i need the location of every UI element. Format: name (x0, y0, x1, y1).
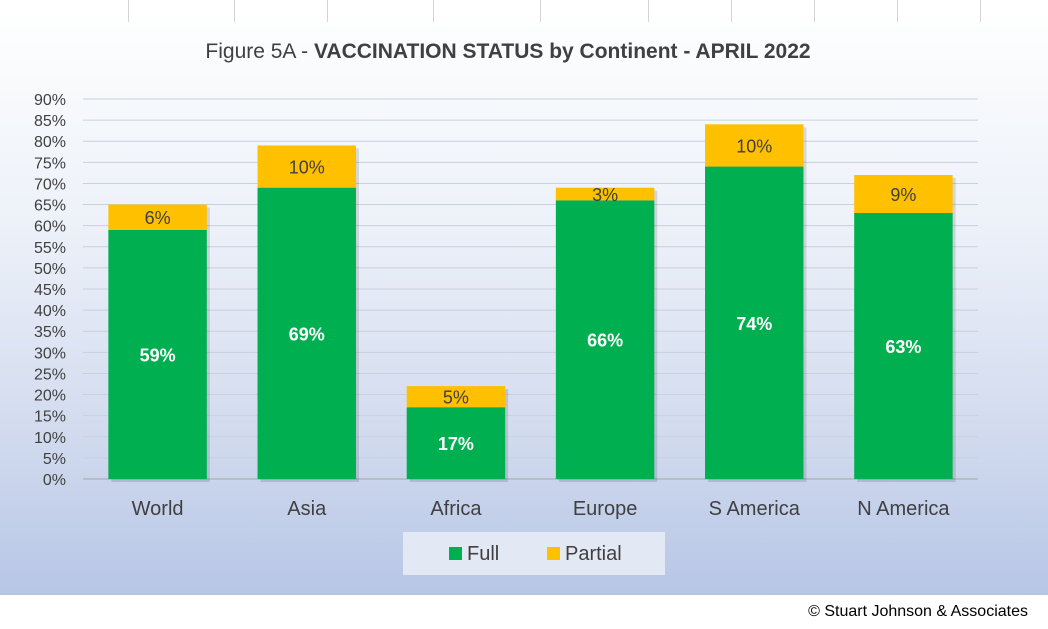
data-label-partial: 3% (592, 185, 618, 205)
chart-title-prefix: Figure 5A - (205, 40, 314, 63)
y-tick-label: 90% (34, 92, 66, 109)
data-label-partial: 10% (736, 136, 772, 156)
legend-swatch-partial (547, 547, 560, 560)
y-tick-label: 80% (34, 134, 66, 151)
bar-partial-n-america[interactable] (854, 175, 953, 213)
y-tick-label: 35% (34, 324, 66, 341)
bar-full-africa[interactable] (406, 407, 506, 479)
x-tick-label: S America (709, 498, 801, 520)
y-tick-label: 40% (34, 303, 66, 320)
data-label-partial: 6% (145, 208, 171, 228)
legend-label-partial: Partial (565, 543, 622, 565)
data-label-partial: 9% (890, 185, 916, 205)
x-tick-label: Africa (430, 498, 482, 520)
bar-partial-africa[interactable] (406, 386, 506, 408)
x-tick-label: Asia (287, 498, 327, 520)
bar-partial-europe[interactable] (555, 187, 655, 201)
y-tick-label: 25% (34, 366, 66, 383)
data-label-full: 66% (587, 331, 623, 351)
y-tick-label: 45% (34, 282, 66, 299)
y-tick-label: 75% (34, 155, 66, 172)
data-label-full: 69% (289, 324, 325, 344)
bar-full-world[interactable] (108, 229, 207, 479)
legend (403, 532, 665, 575)
bar-full-europe[interactable] (555, 200, 655, 480)
chart-area[interactable]: Figure 5A - VACCINATION STATUS by Contin… (0, 22, 1048, 595)
bar-full-s-america[interactable] (705, 166, 804, 480)
y-tick-label: 55% (34, 240, 66, 257)
data-label-full: 74% (736, 314, 772, 334)
data-label-full: 59% (140, 345, 176, 365)
y-tick-label: 85% (34, 113, 66, 130)
bar-partial-s-america[interactable] (705, 124, 804, 167)
data-label-full: 63% (885, 337, 921, 357)
legend-swatch-full (449, 547, 462, 560)
y-tick-label: 65% (34, 198, 66, 215)
y-tick-label: 30% (34, 345, 66, 362)
y-tick-label: 70% (34, 176, 66, 193)
spreadsheet-column-strip (0, 0, 1048, 23)
x-tick-label: World (132, 498, 184, 520)
chart-title: Figure 5A - VACCINATION STATUS by Contin… (0, 40, 1016, 64)
stacked-bar-chart: 0% 5% 10% 15% 20% 25% 30% 35% 40% 45% 50% 55% 60% 65%… (34, 92, 978, 575)
y-tick-label: 60% (34, 219, 66, 236)
bar-full-asia[interactable] (257, 187, 356, 479)
y-tick-label: 0% (43, 472, 66, 489)
y-tick-label: 15% (34, 409, 66, 426)
y-tick-label: 10% (34, 430, 66, 447)
bar-partial-world[interactable] (108, 204, 207, 230)
x-tick-label: N America (857, 498, 950, 520)
chart-title-bold: VACCINATION STATUS by Continent - APRIL … (313, 40, 811, 63)
legend-label-full: Full (467, 543, 499, 565)
data-label-partial: 10% (289, 158, 325, 178)
copyright-notice: © Stuart Johnson & Associates (808, 603, 1028, 620)
data-label-partial: 5% (443, 388, 469, 408)
y-tick-label: 5% (43, 451, 66, 468)
bar-full-n-america[interactable] (854, 213, 953, 479)
bar-partial-asia[interactable] (257, 145, 356, 188)
y-tick-label: 20% (34, 388, 66, 405)
data-label-full: 17% (438, 434, 474, 454)
y-tick-label: 50% (34, 261, 66, 278)
x-tick-label: Europe (573, 498, 638, 520)
